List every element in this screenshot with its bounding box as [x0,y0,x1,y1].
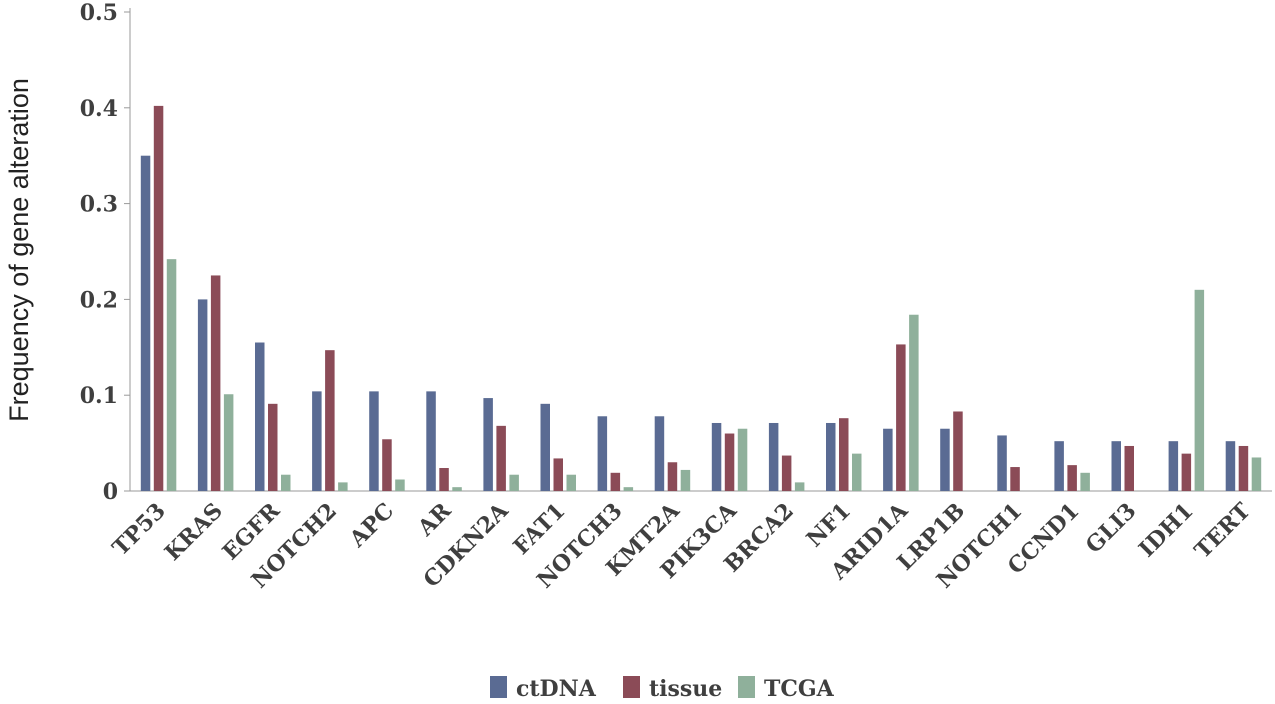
legend: ctDNA tissue TCGA [490,676,835,702]
bar-ctdna-cdkn2a [483,398,493,491]
bar-tcga-arid1a [909,314,919,491]
bar-ctdna-tp53 [140,155,151,491]
bar-tcga-nf1 [852,453,862,491]
y-tick-label: 0.3 [80,192,118,218]
x-tick-label: KRAS [160,498,228,566]
bar-tissue-brca2 [781,455,792,491]
y-tick-label: 0.2 [80,287,118,313]
y-tick-label: 0.5 [80,0,118,26]
bar-ctdna-ccnd1 [1054,441,1064,491]
bar-ctdna-kmt2a [654,416,665,491]
bar-tissue-egfr [268,403,278,491]
bar-tissue-arid1a [896,344,906,491]
bar-tissue-notch1 [1010,467,1020,491]
bar-tissue-cdkn2a [496,425,506,491]
bar-ctdna-nf1 [826,422,836,491]
y-tick-label: 0.4 [80,96,118,122]
legend-swatch-tissue [623,676,640,698]
legend-swatch-ctdna [490,676,507,698]
x-tick-label: TERT [1190,497,1256,563]
bars [140,105,1262,491]
bar-tissue-kras [210,275,221,491]
bar-tissue-notch2 [325,350,335,491]
bar-tissue-apc [382,439,392,491]
bar-tcga-tert [1251,457,1262,491]
bar-tcga-fat1 [566,474,576,491]
bar-ctdna-tert [1225,441,1236,491]
legend-label-ctdna: ctDNA [516,676,597,702]
bar-tcga-notch2 [338,482,348,491]
bar-tissue-ar [439,468,449,491]
bar-ctdna-fat1 [540,403,550,491]
x-tick-label: APC [344,498,399,553]
bar-tcga-notch3 [623,487,634,491]
x-tick-label: IDH1 [1134,498,1199,563]
x-tick-label: GLI3 [1081,498,1142,559]
bar-ctdna-gli3 [1111,441,1121,491]
bar-tissue-ccnd1 [1067,465,1077,491]
legend-swatch-tcga [738,676,755,698]
bar-ctdna-kras [197,299,208,491]
bar-tcga-brca2 [794,482,805,491]
bar-tissue-tp53 [153,105,164,491]
bar-tissue-fat1 [553,458,563,491]
bar-tissue-gli3 [1124,445,1134,491]
bar-tcga-ccnd1 [1080,472,1090,491]
bar-tissue-idh1 [1181,453,1192,491]
bar-tissue-tert [1238,445,1249,491]
bar-ctdna-notch3 [597,416,608,491]
bar-ctdna-notch1 [997,435,1007,491]
bar-tcga-apc [395,479,405,491]
bar-tcga-pik3ca [737,428,748,491]
bar-ctdna-brca2 [768,422,779,491]
bar-ctdna-pik3ca [711,422,722,491]
bar-tissue-kmt2a [667,462,678,491]
bar-tcga-ar [452,487,462,491]
x-tick-label: AR [412,497,457,542]
bar-tcga-cdkn2a [509,474,519,491]
y-tick-label: 0.1 [80,383,118,409]
y-axis-label: Frequency of gene alteration [4,78,34,422]
bar-ctdna-notch2 [312,391,322,491]
bar-tcga-idh1 [1194,289,1205,491]
bar-ctdna-idh1 [1168,441,1179,491]
bar-tcga-kmt2a [680,469,691,491]
bar-ctdna-arid1a [883,428,893,491]
bar-tissue-lrp1b [953,411,963,491]
bar-ctdna-apc [369,391,379,491]
legend-label-tcga: TCGA [764,676,835,702]
bar-tissue-notch3 [610,472,621,491]
legend-label-tissue: tissue [649,676,722,702]
x-tick-label: TP53 [107,498,170,561]
bar-ctdna-lrp1b [940,428,950,491]
y-tick-label: 0 [103,479,118,505]
bar-ctdna-egfr [255,342,265,491]
bar-tcga-kras [223,394,234,491]
bar-tcga-tp53 [166,259,177,491]
bar-ctdna-ar [426,391,436,491]
bar-tissue-nf1 [839,418,849,491]
bar-tcga-egfr [281,474,291,491]
bar-tissue-pik3ca [724,433,735,491]
